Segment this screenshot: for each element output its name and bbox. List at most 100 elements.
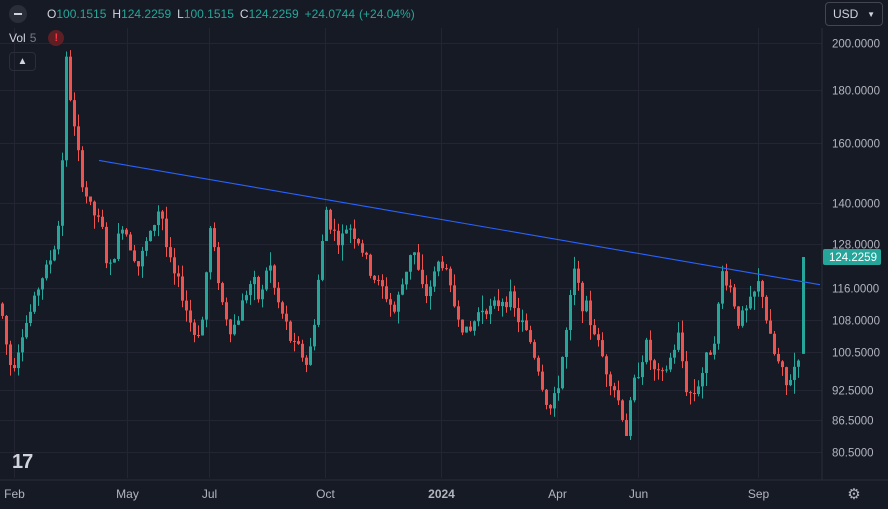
candle bbox=[233, 314, 236, 336]
candle bbox=[73, 92, 76, 136]
candle bbox=[789, 374, 792, 387]
gear-icon[interactable]: ⚙ bbox=[847, 486, 861, 503]
collapse-legend-button[interactable] bbox=[9, 5, 27, 23]
candle bbox=[121, 226, 124, 240]
y-tick-label: 140.0000 bbox=[832, 199, 880, 211]
low-label: L bbox=[177, 7, 184, 21]
candle bbox=[257, 275, 260, 303]
trend-line[interactable] bbox=[98, 159, 821, 286]
candle bbox=[5, 315, 8, 355]
candle bbox=[517, 297, 520, 333]
candle bbox=[101, 209, 104, 230]
x-tick-label: Feb bbox=[4, 487, 25, 501]
candle bbox=[629, 397, 632, 441]
time-axis[interactable]: Feb May Jul Oct 2024 Apr Jun Sep bbox=[0, 479, 888, 501]
candle bbox=[33, 291, 36, 314]
chart-grid bbox=[0, 28, 822, 478]
candle bbox=[125, 227, 128, 237]
candle bbox=[97, 208, 100, 223]
currency-select[interactable]: USD ▼ bbox=[825, 2, 883, 26]
candle bbox=[153, 224, 156, 237]
candle bbox=[9, 340, 12, 376]
candle bbox=[445, 263, 448, 271]
candle bbox=[109, 259, 112, 275]
candle bbox=[729, 279, 732, 293]
candle bbox=[13, 357, 16, 372]
candle bbox=[89, 196, 92, 206]
candle bbox=[653, 358, 656, 381]
chevron-up-icon[interactable]: ▲ bbox=[9, 52, 36, 71]
candle bbox=[389, 293, 392, 317]
candle bbox=[297, 336, 300, 345]
candle bbox=[585, 295, 588, 313]
candle bbox=[481, 295, 484, 325]
candle bbox=[437, 260, 440, 277]
price-axis[interactable]: 200.0000 180.0000 160.0000 140.0000 128.0000… bbox=[821, 28, 888, 480]
y-tick-label: 92.5000 bbox=[832, 386, 874, 398]
candle bbox=[549, 404, 552, 415]
candle bbox=[785, 366, 788, 396]
x-tick-label: Jun bbox=[629, 487, 648, 501]
candle bbox=[49, 250, 52, 274]
candle bbox=[589, 290, 592, 340]
y-tick-label: 100.5000 bbox=[832, 348, 880, 360]
candle bbox=[229, 318, 232, 343]
x-tick-label: Jul bbox=[202, 487, 217, 501]
candle bbox=[57, 220, 60, 255]
candle bbox=[225, 297, 228, 326]
candle bbox=[593, 318, 596, 336]
low-value: 100.1515 bbox=[183, 7, 234, 21]
close-value: 124.2259 bbox=[248, 7, 299, 21]
candle bbox=[701, 367, 704, 399]
candle bbox=[141, 246, 144, 278]
candle bbox=[17, 344, 20, 376]
candle bbox=[797, 359, 800, 378]
candle bbox=[333, 218, 336, 241]
candle bbox=[537, 355, 540, 376]
candle bbox=[105, 222, 108, 269]
last-candle bbox=[802, 257, 805, 354]
candle bbox=[249, 280, 252, 305]
candle bbox=[665, 365, 668, 373]
candle bbox=[189, 299, 192, 332]
candle bbox=[425, 275, 428, 304]
candle bbox=[181, 265, 184, 308]
candle bbox=[29, 304, 32, 327]
candle bbox=[449, 266, 452, 293]
close-label: C bbox=[239, 7, 249, 21]
candle bbox=[461, 319, 464, 336]
volume-indicator[interactable]: Vol 5 ! bbox=[9, 30, 65, 46]
candle bbox=[573, 256, 576, 306]
candle bbox=[765, 295, 768, 324]
candle bbox=[693, 379, 696, 402]
candle bbox=[157, 205, 160, 237]
candle bbox=[185, 290, 188, 322]
candle bbox=[773, 331, 776, 356]
candle bbox=[41, 277, 44, 300]
change-percent: (+24.04%) bbox=[359, 7, 415, 21]
candle bbox=[37, 287, 40, 306]
candle bbox=[457, 300, 460, 327]
candle bbox=[505, 296, 508, 313]
candle bbox=[753, 290, 756, 310]
candle bbox=[401, 278, 404, 296]
candle bbox=[293, 332, 296, 352]
candle bbox=[209, 226, 212, 280]
candle bbox=[509, 279, 512, 311]
candle bbox=[413, 252, 416, 265]
candle bbox=[137, 261, 140, 276]
candle bbox=[465, 326, 468, 333]
candle bbox=[533, 339, 536, 360]
candle bbox=[317, 274, 320, 328]
tradingview-logo[interactable]: 17 bbox=[12, 451, 33, 473]
candle bbox=[365, 251, 368, 260]
candle bbox=[329, 208, 332, 234]
candle bbox=[749, 285, 752, 310]
candle bbox=[717, 301, 720, 350]
candle bbox=[193, 319, 196, 343]
candle bbox=[357, 238, 360, 246]
candle bbox=[477, 307, 480, 327]
candle bbox=[757, 268, 760, 297]
warning-icon[interactable]: ! bbox=[48, 30, 65, 46]
